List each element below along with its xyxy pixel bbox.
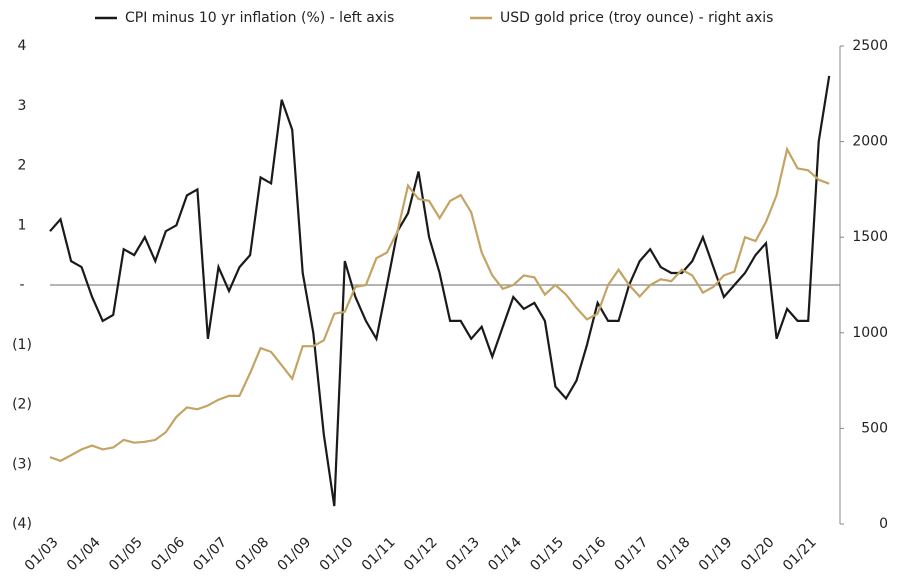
- x-tick-label: 01/09: [275, 534, 315, 574]
- y2-tick-label: 500: [861, 420, 888, 436]
- x-tick-label: 01/16: [569, 534, 609, 574]
- y-tick-label: 3: [18, 98, 27, 114]
- x-tick-label: 01/15: [527, 534, 567, 574]
- series-line: [49, 75, 831, 507]
- y2-tick-label: 1500: [852, 229, 888, 245]
- legend-label: USD gold price (troy ounce) - right axis: [500, 10, 773, 26]
- y-tick-label: (1): [12, 337, 32, 353]
- x-tick-label: 01/08: [232, 534, 272, 574]
- series-line: [49, 146, 830, 463]
- x-tick-label: 01/04: [64, 534, 104, 574]
- x-tick-label: 01/10: [317, 534, 357, 574]
- x-tick-label: 01/18: [654, 534, 694, 574]
- y-tick-label: 1: [18, 217, 27, 233]
- x-tick-label: 01/06: [148, 534, 188, 574]
- x-tick-label: 01/07: [190, 534, 230, 574]
- x-tick-label: 01/14: [485, 534, 525, 574]
- y-tick-label: -: [19, 277, 24, 293]
- x-tick-label: 01/13: [443, 534, 483, 574]
- y-tick-label: (2): [12, 397, 32, 413]
- x-tick-label: 01/05: [106, 534, 146, 574]
- x-tick-label: 01/21: [780, 534, 820, 574]
- y-tick-label: 2: [18, 158, 27, 174]
- y2-tick-label: 2500: [852, 38, 888, 54]
- y2-tick-label: 0: [879, 516, 888, 532]
- x-tick-label: 01/11: [359, 534, 399, 574]
- y2-tick-label: 2000: [852, 134, 888, 150]
- x-tick-label: 01/03: [22, 534, 62, 574]
- x-tick-label: 01/20: [738, 534, 778, 574]
- x-tick-label: 01/17: [611, 534, 651, 574]
- legend-label: CPI minus 10 yr inflation (%) - left axi…: [125, 10, 394, 26]
- y-tick-label: (4): [12, 516, 32, 532]
- y-tick-label: (3): [12, 456, 32, 472]
- y-tick-label: 4: [18, 38, 27, 54]
- x-tick-label: 01/19: [696, 534, 736, 574]
- x-tick-label: 01/12: [401, 534, 441, 574]
- y2-tick-label: 1000: [852, 325, 888, 341]
